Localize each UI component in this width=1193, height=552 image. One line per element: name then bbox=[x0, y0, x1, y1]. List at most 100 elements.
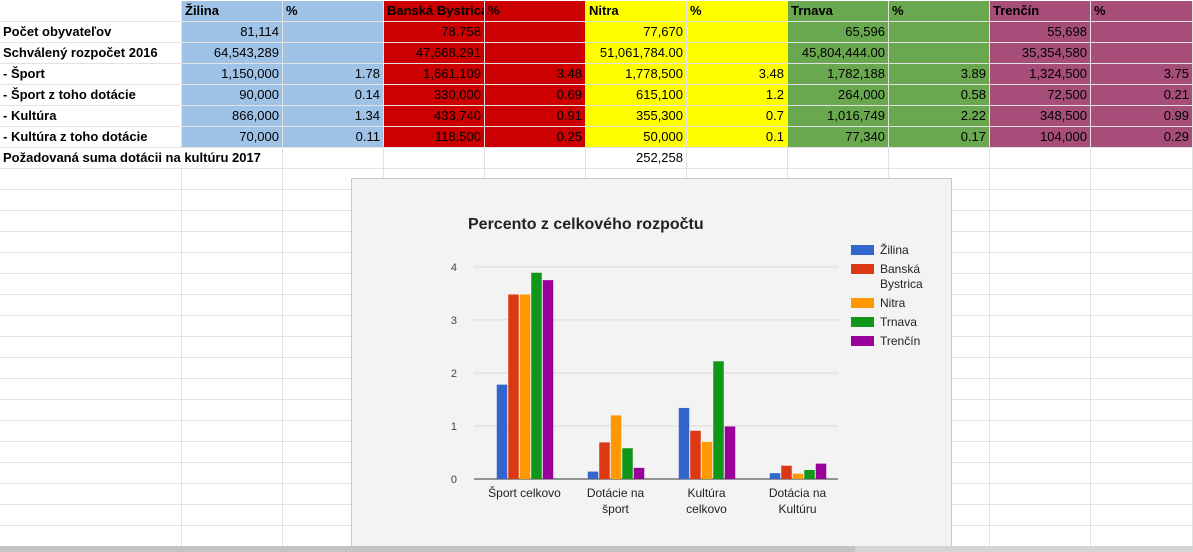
row-label-cell[interactable] bbox=[0, 484, 182, 505]
data-cell[interactable]: 615,100 bbox=[586, 85, 687, 106]
data-cell[interactable]: 72,500 bbox=[990, 85, 1091, 106]
data-cell[interactable] bbox=[990, 421, 1091, 442]
data-cell[interactable]: 47,668,291 bbox=[384, 43, 485, 64]
data-cell[interactable]: 1,778,500 bbox=[586, 64, 687, 85]
row-label-cell[interactable] bbox=[0, 211, 182, 232]
data-cell[interactable] bbox=[687, 148, 788, 169]
data-cell[interactable]: 118,500 bbox=[384, 127, 485, 148]
data-cell[interactable]: 77,670 bbox=[586, 22, 687, 43]
data-cell[interactable] bbox=[1091, 442, 1193, 463]
data-cell[interactable] bbox=[1091, 358, 1193, 379]
data-cell[interactable]: 0.14 bbox=[283, 85, 384, 106]
data-cell[interactable] bbox=[283, 148, 384, 169]
row-label-cell[interactable] bbox=[0, 463, 182, 484]
data-cell[interactable] bbox=[788, 148, 889, 169]
data-cell[interactable]: 0.91 bbox=[485, 106, 586, 127]
data-cell[interactable]: 1,016,749 bbox=[788, 106, 889, 127]
data-cell[interactable] bbox=[889, 43, 990, 64]
row-label-cell[interactable]: Požadovaná suma dotácii na kultúru 2017 bbox=[0, 148, 261, 169]
row-label-cell[interactable] bbox=[0, 421, 182, 442]
data-cell[interactable] bbox=[1091, 337, 1193, 358]
data-cell[interactable] bbox=[990, 463, 1091, 484]
data-cell[interactable]: 1,661,109 bbox=[384, 64, 485, 85]
data-cell[interactable]: 0.11 bbox=[283, 127, 384, 148]
data-cell[interactable] bbox=[182, 505, 283, 526]
data-cell[interactable] bbox=[990, 148, 1091, 169]
data-cell[interactable] bbox=[182, 442, 283, 463]
data-cell[interactable] bbox=[889, 22, 990, 43]
data-cell[interactable] bbox=[1091, 484, 1193, 505]
data-cell[interactable]: 0.21 bbox=[1091, 85, 1193, 106]
data-cell[interactable]: 2.22 bbox=[889, 106, 990, 127]
data-cell[interactable] bbox=[182, 295, 283, 316]
row-label-cell[interactable] bbox=[0, 295, 182, 316]
data-cell[interactable]: 50,000 bbox=[586, 127, 687, 148]
data-cell[interactable] bbox=[990, 274, 1091, 295]
data-cell[interactable]: 1.2 bbox=[687, 85, 788, 106]
row-label-cell[interactable]: Počet obyvateľov bbox=[0, 22, 182, 43]
column-header-cell[interactable]: % bbox=[485, 1, 586, 22]
data-cell[interactable] bbox=[182, 316, 283, 337]
row-label-cell[interactable] bbox=[0, 505, 182, 526]
bar-chart[interactable]: Percento z celkového rozpočtu 0 1 2 3 4 Šport … bbox=[351, 178, 952, 548]
data-cell[interactable]: 55,698 bbox=[990, 22, 1091, 43]
data-cell[interactable]: 1,324,500 bbox=[990, 64, 1091, 85]
data-cell[interactable]: 1.78 bbox=[283, 64, 384, 85]
data-cell[interactable] bbox=[889, 148, 990, 169]
data-cell[interactable] bbox=[1091, 505, 1193, 526]
data-cell[interactable] bbox=[1091, 190, 1193, 211]
data-cell[interactable]: 0.17 bbox=[889, 127, 990, 148]
data-cell[interactable]: 0.29 bbox=[1091, 127, 1193, 148]
data-cell[interactable] bbox=[687, 22, 788, 43]
data-cell[interactable] bbox=[182, 148, 283, 169]
data-cell[interactable]: 264,000 bbox=[788, 85, 889, 106]
data-cell[interactable] bbox=[182, 379, 283, 400]
data-cell[interactable]: 355,300 bbox=[586, 106, 687, 127]
row-label-cell[interactable] bbox=[0, 337, 182, 358]
row-label-cell[interactable] bbox=[0, 169, 182, 190]
data-cell[interactable]: 81,114 bbox=[182, 22, 283, 43]
data-cell[interactable] bbox=[990, 442, 1091, 463]
data-cell[interactable] bbox=[1091, 400, 1193, 421]
column-header-cell[interactable] bbox=[0, 1, 182, 22]
data-cell[interactable]: 252,258 bbox=[586, 148, 687, 169]
data-cell[interactable] bbox=[283, 22, 384, 43]
data-cell[interactable]: 0.69 bbox=[485, 85, 586, 106]
data-cell[interactable] bbox=[182, 253, 283, 274]
column-header-cell[interactable]: Nitra bbox=[586, 1, 687, 22]
data-cell[interactable]: 330,000 bbox=[384, 85, 485, 106]
data-cell[interactable] bbox=[182, 190, 283, 211]
data-cell[interactable] bbox=[990, 484, 1091, 505]
row-label-cell[interactable] bbox=[0, 400, 182, 421]
data-cell[interactable] bbox=[1091, 421, 1193, 442]
data-cell[interactable]: 65,596 bbox=[788, 22, 889, 43]
data-cell[interactable] bbox=[485, 43, 586, 64]
data-cell[interactable]: 90,000 bbox=[182, 85, 283, 106]
row-label-cell[interactable] bbox=[0, 232, 182, 253]
column-header-cell[interactable]: Banská Bystrica bbox=[384, 1, 485, 22]
data-cell[interactable] bbox=[687, 43, 788, 64]
data-cell[interactable] bbox=[990, 190, 1091, 211]
data-cell[interactable] bbox=[182, 211, 283, 232]
data-cell[interactable] bbox=[1091, 211, 1193, 232]
data-cell[interactable]: 433,740 bbox=[384, 106, 485, 127]
data-cell[interactable] bbox=[990, 400, 1091, 421]
row-label-cell[interactable] bbox=[0, 253, 182, 274]
data-cell[interactable] bbox=[990, 316, 1091, 337]
data-cell[interactable]: 51,061,784.00 bbox=[586, 43, 687, 64]
data-cell[interactable] bbox=[1091, 526, 1193, 547]
column-header-cell[interactable]: % bbox=[283, 1, 384, 22]
data-cell[interactable] bbox=[990, 505, 1091, 526]
data-cell[interactable]: 64,543,289 bbox=[182, 43, 283, 64]
data-cell[interactable]: 1,150,000 bbox=[182, 64, 283, 85]
data-cell[interactable] bbox=[485, 22, 586, 43]
data-cell[interactable] bbox=[990, 379, 1091, 400]
data-cell[interactable]: 70,000 bbox=[182, 127, 283, 148]
data-cell[interactable]: 78,758 bbox=[384, 22, 485, 43]
data-cell[interactable] bbox=[1091, 22, 1193, 43]
column-header-cell[interactable]: Trnava bbox=[788, 1, 889, 22]
data-cell[interactable] bbox=[1091, 148, 1193, 169]
row-label-cell[interactable] bbox=[0, 442, 182, 463]
data-cell[interactable] bbox=[485, 148, 586, 169]
